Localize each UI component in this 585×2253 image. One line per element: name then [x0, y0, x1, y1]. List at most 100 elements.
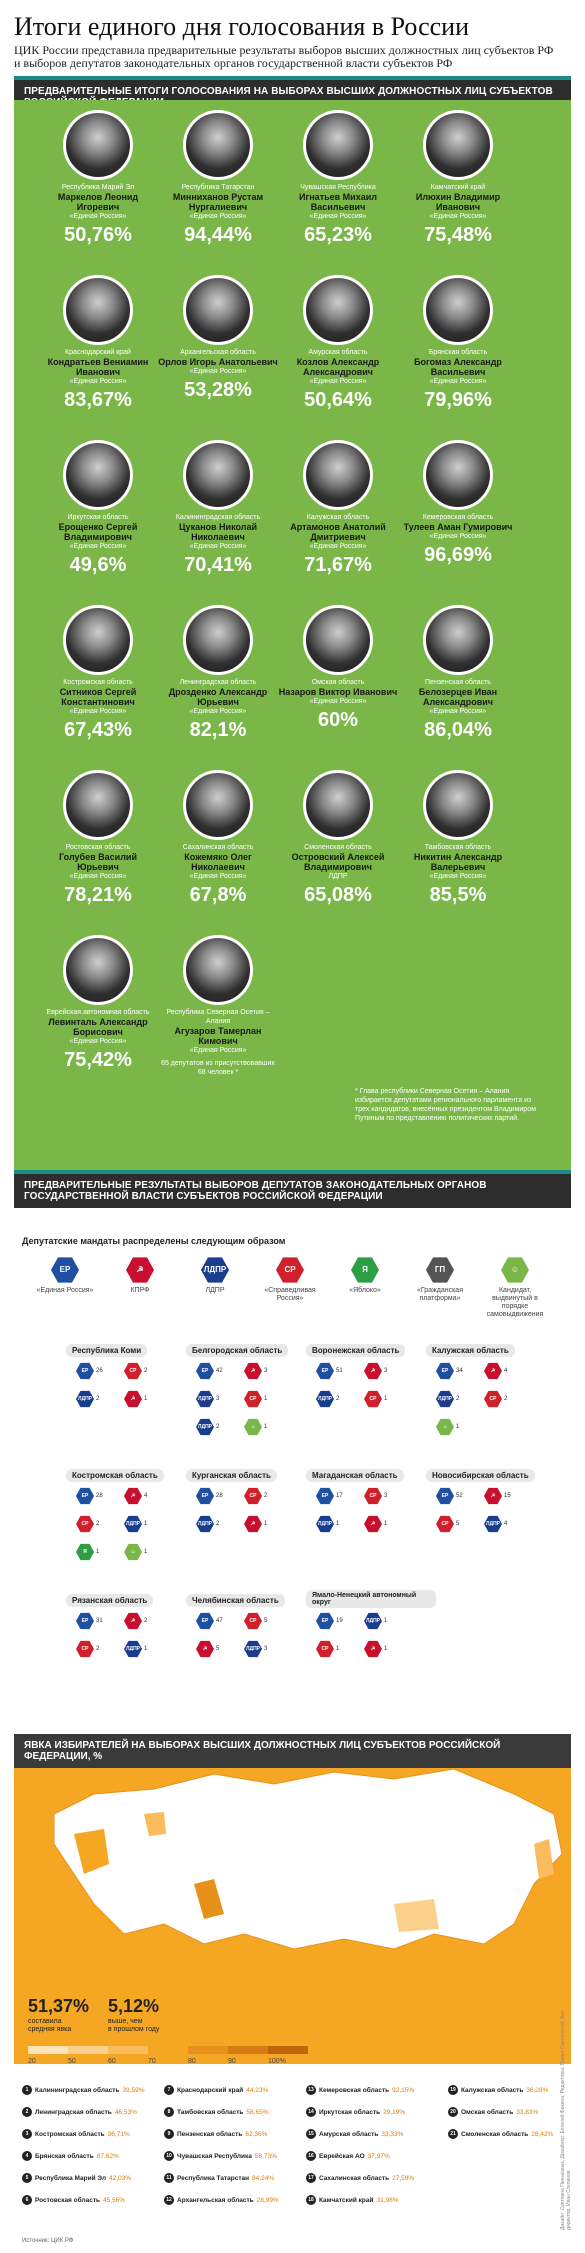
region-mandate: ЛДПР 1 [316, 1515, 339, 1533]
mandate-count: 4 [144, 1493, 148, 1499]
region-label: Калининградская область [35, 2086, 120, 2094]
candidate-name: Илюхин Владимир Иванович [415, 192, 501, 212]
mandate-count: 2 [96, 1396, 100, 1402]
footnote: * Глава республики Северная Осетия – Ала… [355, 1088, 536, 1122]
scale-label: 70 [148, 2058, 156, 2065]
party-legend-item: ГП «Гражданская платформа» [405, 1256, 475, 1303]
candidate-region: Калужская область [306, 514, 370, 521]
candidate-percent: 65,08% [304, 884, 372, 906]
region-mandate: ЕР 52 [436, 1487, 463, 1505]
party-icon: ЕР [316, 1487, 334, 1505]
region-label: Камчатский край [319, 2196, 374, 2204]
turnout-value: 44,23% [246, 2086, 269, 2094]
candidate-note: 65 депутатов из присутствовавших 68 чело… [161, 1060, 275, 1076]
region-number: 12 [164, 2195, 174, 2205]
region-label: Омская область [461, 2108, 514, 2116]
candidate-photo [183, 935, 253, 1005]
candidate-party: «Единая Россия» [189, 368, 247, 375]
candidate-photo [63, 605, 133, 675]
region-mandate: ☭ 4 [124, 1487, 147, 1505]
candidate-percent: 94,44% [184, 224, 252, 246]
party-legend-item: ЛДПР ЛДПР [180, 1256, 250, 1295]
party-icon: СР [76, 1515, 94, 1533]
region-mandate: ЛДПР 2 [436, 1390, 459, 1408]
mandate-count: 5 [264, 1618, 268, 1624]
candidate-region: Ленинградская область [179, 679, 257, 686]
candidate-percent: 50,76% [64, 224, 132, 246]
subtitle-line-1: ЦИК России представила предварительные р… [14, 43, 554, 57]
mandate-count: 3 [384, 1493, 388, 1499]
scale-swatch [228, 2046, 268, 2054]
mandate-count: 1 [264, 1424, 268, 1430]
mandate-count: 1 [384, 1618, 388, 1624]
candidate-name: Артамонов Анатолий Дмитриевич [290, 522, 386, 542]
region-mandate: СР 2 [484, 1390, 507, 1408]
russia-outline-shape [53, 1768, 563, 1950]
scale-label: 60 [108, 2058, 116, 2065]
party-label: «Гражданская платформа» [416, 1287, 463, 1302]
turnout-list-item: 16 Еврейская АО 37,97% [306, 2151, 390, 2161]
region-mandate: СР 2 [124, 1362, 147, 1380]
party-icon: ☭ [364, 1515, 382, 1533]
region-label: Краснодарский край [177, 2086, 244, 2094]
region-mandate: ЛДПР 1 [364, 1612, 387, 1630]
region-name: Воронежская область [306, 1344, 406, 1357]
mandate-count: 34 [456, 1368, 463, 1374]
russia-map [53, 1768, 563, 1950]
candidate-party: «Единая Россия» [429, 213, 487, 220]
party-icon: ЕР [316, 1612, 334, 1630]
region-mandate: ЛДПР 3 [196, 1390, 219, 1408]
region-number: 18 [306, 2195, 316, 2205]
mandate-count: 2 [96, 1646, 100, 1652]
scale-swatch [108, 2046, 148, 2054]
region-mandate: ☺ 1 [244, 1418, 267, 1436]
party-icon: СР [364, 1487, 382, 1505]
turnout-list-item: 8 Тамбовская область 58,65% [164, 2107, 268, 2117]
turnout-list-item: 3 Костромская область 36,71% [22, 2129, 130, 2139]
candidate-party: «Единая Россия» [309, 543, 367, 550]
candidate-party: «Единая Россия» [189, 1047, 247, 1054]
candidate-party: ЛДПР [328, 873, 348, 880]
scale-label: 50 [68, 2058, 76, 2065]
section2-header: Предварительные результаты выборов депут… [14, 1174, 571, 1208]
party-icon: СР [244, 1390, 262, 1408]
party-icon: ☺ [244, 1418, 262, 1436]
mandate-count: 1 [264, 1521, 268, 1527]
party-icon: ЛДПР [124, 1515, 142, 1533]
mandate-count: 5 [216, 1646, 220, 1652]
region-mandate: СР 1 [316, 1640, 339, 1658]
candidate-card: Иркутская область Ерощенко Сергей Владими… [38, 440, 158, 577]
party-icon: ☭ [196, 1640, 214, 1658]
mandate-count: 15 [504, 1493, 511, 1499]
candidate-photo [423, 605, 493, 675]
turnout-value: 36,28% [526, 2086, 549, 2094]
candidate-card: Ленинградская область Дрозденко Александр… [158, 605, 278, 742]
candidate-card: Кемеровская область Тулеев Аман Гумирович… [398, 440, 518, 567]
turnout-value: 37,97% [367, 2152, 390, 2160]
region-mandate: ЕР 28 [196, 1487, 223, 1505]
mandate-count: 1 [384, 1646, 388, 1652]
mandate-count: 17 [336, 1493, 343, 1499]
candidate-card: Ростовская область Голубев Василий Юрьеви… [38, 770, 158, 907]
candidate-card: Брянская область Богомаз Александр Василь… [398, 275, 518, 412]
turnout-value: 27,59% [392, 2174, 415, 2182]
candidate-card: Смоленская область Островский Алексей Вла… [278, 770, 398, 907]
turnout-value: 87,62% [96, 2152, 119, 2160]
turnout-map-panel [14, 1734, 571, 2064]
mandate-count: 2 [144, 1368, 148, 1374]
party-icon: ЛДПР [196, 1515, 214, 1533]
region-result: Курганская область [186, 1465, 316, 1483]
candidate-percent: 79,96% [424, 389, 492, 411]
region-name: Магаданская область [306, 1469, 404, 1482]
candidate-percent: 67,8% [189, 884, 247, 906]
candidate-name: Маркелов Леонид Игоревич [57, 192, 139, 212]
candidate-party: «Единая Россия» [309, 213, 367, 220]
party-icon: ЛДПР [124, 1640, 142, 1658]
candidate-name: Орлов Игорь Анатольевич [158, 357, 278, 367]
mandate-count: 2 [216, 1424, 220, 1430]
region-name: Ямало-Ненецкий автономный округ [306, 1590, 436, 1608]
mandate-count: 1 [384, 1396, 388, 1402]
region-mandate: СР 2 [76, 1515, 99, 1533]
mandate-count: 2 [336, 1396, 340, 1402]
candidate-name: Голубев Василий Юрьевич [59, 852, 137, 872]
